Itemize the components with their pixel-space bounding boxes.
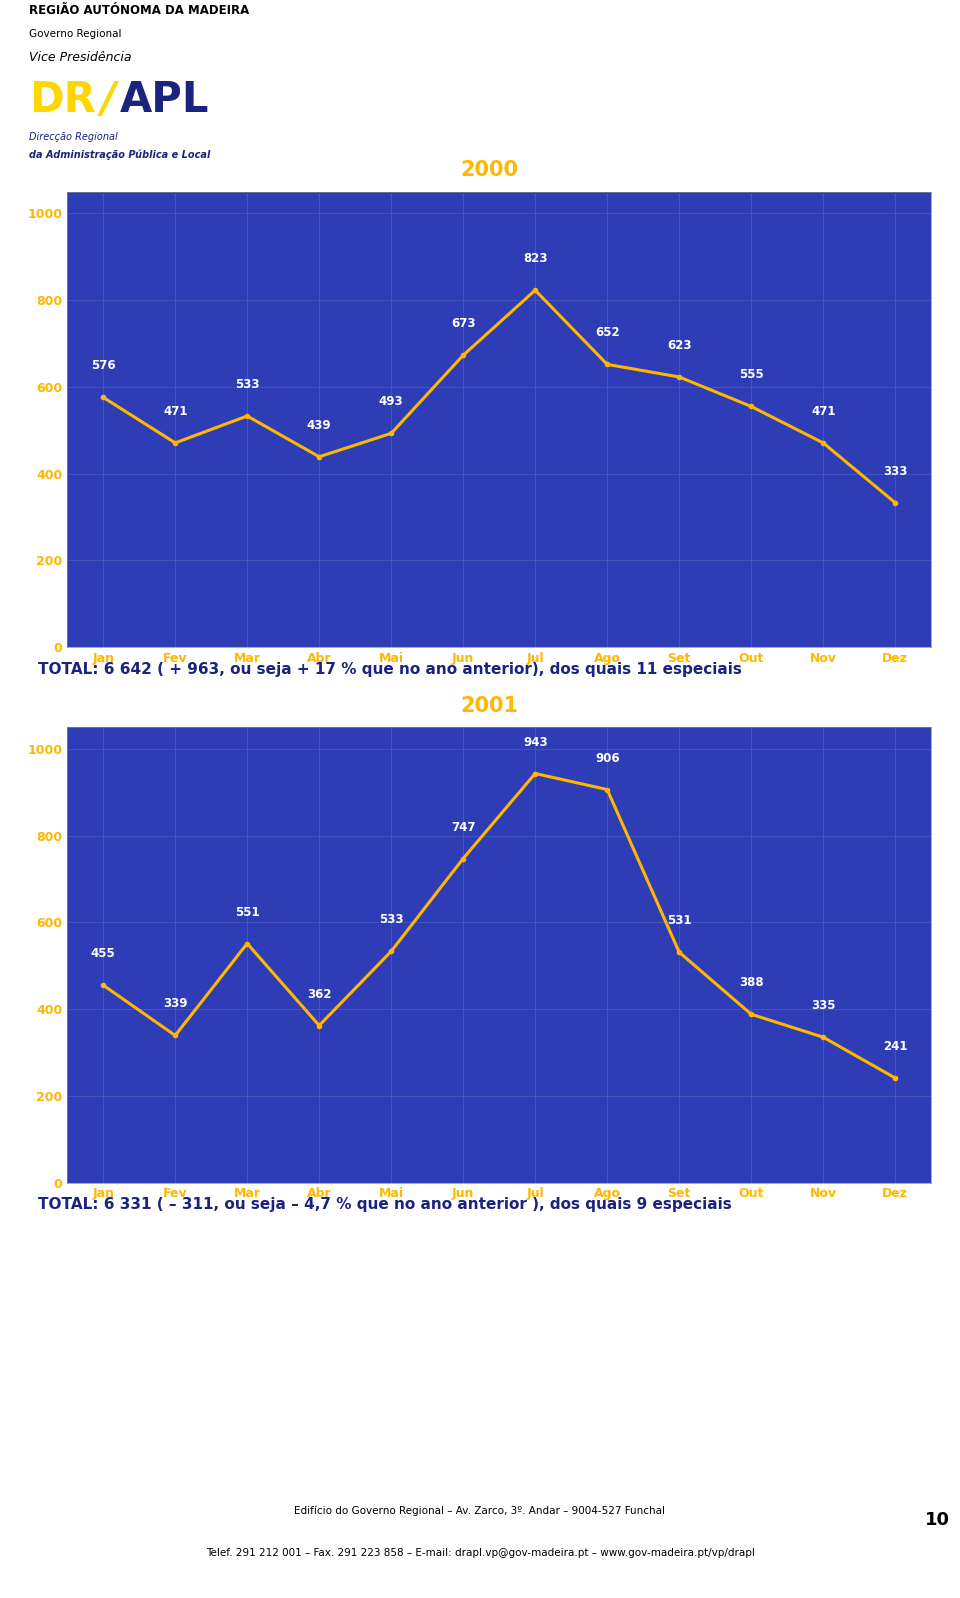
Text: Vice Presidência: Vice Presidência: [29, 51, 132, 64]
Text: 673: 673: [451, 318, 475, 331]
Text: 943: 943: [523, 735, 547, 748]
Text: 10: 10: [925, 1510, 950, 1529]
Text: 2000: 2000: [461, 160, 518, 181]
Text: APL: APL: [120, 80, 209, 121]
Text: Direcção Regional: Direcção Regional: [29, 133, 117, 142]
Text: REGIÃO AUTÓNOMA DA MADEIRA: REGIÃO AUTÓNOMA DA MADEIRA: [29, 5, 249, 18]
Text: 623: 623: [667, 339, 691, 352]
Text: 333: 333: [883, 465, 907, 478]
Text: TOTAL: 6 331 ( – 311, ou seja – 4,7 % que no ano anterior ), dos quais 9 especia: TOTAL: 6 331 ( – 311, ou seja – 4,7 % qu…: [38, 1197, 732, 1213]
Text: 652: 652: [595, 326, 619, 339]
Text: 576: 576: [91, 360, 115, 372]
Text: 471: 471: [163, 404, 187, 419]
Text: 747: 747: [451, 820, 475, 834]
Text: 551: 551: [235, 906, 259, 919]
Text: 339: 339: [163, 997, 187, 1010]
Text: 388: 388: [739, 976, 763, 989]
Text: /: /: [101, 80, 116, 121]
Text: 823: 823: [523, 252, 547, 265]
Text: 455: 455: [91, 948, 115, 960]
Text: 362: 362: [307, 988, 331, 1000]
Text: 555: 555: [739, 369, 763, 382]
Text: Edifício do Governo Regional – Av. Zarco, 3º. Andar – 9004-527 Funchal: Edifício do Governo Regional – Av. Zarco…: [295, 1505, 665, 1517]
Text: Governo Regional: Governo Regional: [29, 29, 121, 40]
Text: da Administração Pública e Local: da Administração Pública e Local: [29, 150, 210, 160]
Text: DR: DR: [29, 80, 96, 121]
Text: 533: 533: [235, 379, 259, 392]
Text: 439: 439: [307, 419, 331, 431]
Text: TOTAL: 6 642 ( + 963, ou seja + 17 % que no ano anterior), dos quais 11 especiai: TOTAL: 6 642 ( + 963, ou seja + 17 % que…: [38, 662, 742, 678]
Text: 533: 533: [379, 914, 403, 927]
Text: 335: 335: [811, 999, 835, 1012]
Text: 471: 471: [811, 404, 835, 419]
Text: 493: 493: [379, 395, 403, 409]
Text: 2001: 2001: [461, 695, 518, 716]
Text: 906: 906: [595, 751, 619, 764]
Text: 241: 241: [883, 1040, 907, 1053]
Text: Telef. 291 212 001 – Fax. 291 223 858 – E-mail: drapl.vp@gov-madeira.pt – www.go: Telef. 291 212 001 – Fax. 291 223 858 – …: [205, 1548, 755, 1558]
Text: 531: 531: [667, 914, 691, 927]
